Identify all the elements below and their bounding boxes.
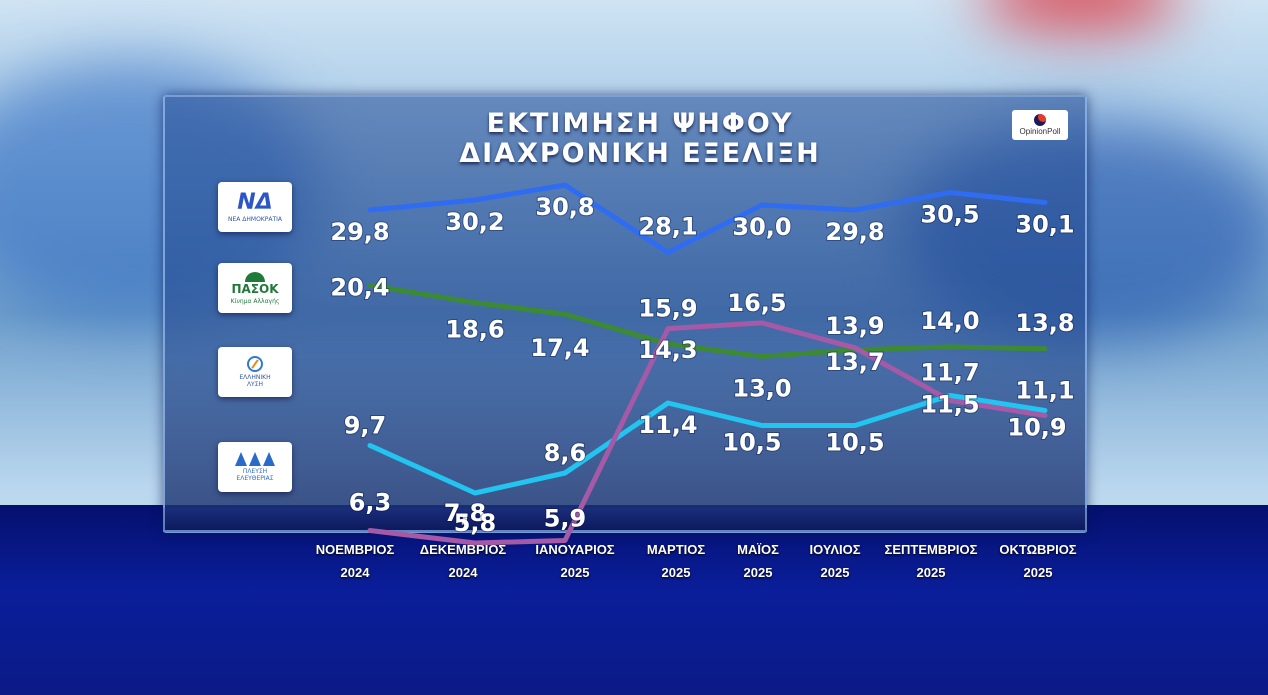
chart-panel-base bbox=[163, 508, 1087, 532]
series-line-1 bbox=[367, 282, 1048, 359]
series-line-2 bbox=[367, 393, 1048, 496]
data-label: 30,1 bbox=[1015, 211, 1074, 239]
data-label: 6,3 bbox=[349, 489, 392, 517]
data-label: 30,5 bbox=[920, 201, 979, 229]
x-label-jan-2025: ΙΑΝΟΥΑΡΙΟΣ 2025 bbox=[535, 542, 615, 580]
series-line-0 bbox=[367, 182, 1048, 255]
data-label: 30,2 bbox=[445, 208, 504, 236]
x-label-jul-2025: ΙΟΥΛΙΟΣ 2025 bbox=[809, 542, 861, 580]
chart-title-line2: ΔΙΑΧΡΟΝΙΚΗ ΕΞΕΛΙΞΗ bbox=[459, 138, 821, 169]
data-label: 11,7 bbox=[920, 359, 979, 387]
compass-icon bbox=[247, 356, 263, 372]
opinionpoll-dot-icon bbox=[1034, 114, 1046, 126]
data-label: 10,5 bbox=[825, 429, 884, 457]
data-label: 13,0 bbox=[732, 374, 791, 402]
pasok-sun-icon bbox=[245, 271, 265, 282]
x-label-mar-2025: ΜΑΡΤΙΟΣ 2025 bbox=[646, 542, 706, 580]
data-label: 28,1 bbox=[638, 213, 697, 241]
x-label-may-2025: ΜΑΪΟΣ 2025 bbox=[737, 542, 779, 580]
x-label-dec-2024: ΔΕΚΕΜΒΡΙΟΣ 2024 bbox=[419, 542, 507, 580]
data-label: 11,4 bbox=[638, 411, 697, 439]
x-label-oct-2025: ΟΚΤΩΒΡΙΟΣ 2025 bbox=[999, 542, 1077, 580]
elliniki-lysi-logo: ΕΛΛΗΝΙΚΗ ΛΥΣΗ bbox=[218, 347, 292, 397]
data-label: 14,0 bbox=[920, 307, 979, 335]
pasok-logo: ΠΑΣΟΚ Κίνημα Αλλαγής bbox=[218, 263, 292, 313]
data-label: 15,9 bbox=[638, 295, 697, 323]
data-label: 5,8 bbox=[454, 509, 497, 537]
data-label: 20,4 bbox=[330, 273, 389, 301]
data-label: 11,5 bbox=[920, 391, 979, 419]
x-label-sep-2025: ΣΕΠΤΕΜΒΡΙΟΣ 2025 bbox=[884, 542, 978, 580]
opinionpoll-logo: OpinionPoll bbox=[1012, 110, 1068, 140]
data-label: 13,7 bbox=[825, 348, 884, 376]
data-label: 10,5 bbox=[722, 429, 781, 457]
nd-logo: ΝΔ ΝΕΑ ΔΗΜΟΚΡΑΤΙΑ bbox=[218, 182, 292, 232]
data-label: 13,9 bbox=[825, 312, 884, 340]
x-label-nov-2024: ΝΟΕΜΒΡΙΟΣ 2024 bbox=[315, 542, 395, 580]
data-label: 17,4 bbox=[530, 334, 589, 362]
data-label: 16,5 bbox=[727, 289, 786, 317]
data-label: 11,1 bbox=[1015, 377, 1074, 405]
data-label: 8,6 bbox=[544, 439, 587, 467]
data-label: 29,8 bbox=[825, 218, 884, 246]
data-label: 13,8 bbox=[1015, 309, 1074, 337]
data-label: 10,9 bbox=[1007, 414, 1066, 442]
data-label: 30,8 bbox=[535, 193, 594, 221]
chart-title-line1: ΕΚΤΙΜΗΣΗ ΨΗΦΟΥ bbox=[486, 108, 794, 139]
data-label: 14,3 bbox=[638, 336, 697, 364]
data-label: 5,9 bbox=[544, 505, 587, 533]
data-label: 9,7 bbox=[344, 412, 387, 440]
plefsi-logo: ΠΛΕΥΣΗ ΕΛΕΥΘΕΡΙΑΣ bbox=[218, 442, 292, 492]
data-label: 30,0 bbox=[732, 213, 791, 241]
data-label: 18,6 bbox=[445, 316, 504, 344]
chart-panel bbox=[163, 95, 1087, 533]
data-label: 7,8 bbox=[444, 499, 487, 527]
series-line-3 bbox=[367, 320, 1048, 546]
sails-icon bbox=[235, 452, 275, 466]
data-label: 29,8 bbox=[330, 218, 389, 246]
stage-floor bbox=[0, 505, 1268, 695]
